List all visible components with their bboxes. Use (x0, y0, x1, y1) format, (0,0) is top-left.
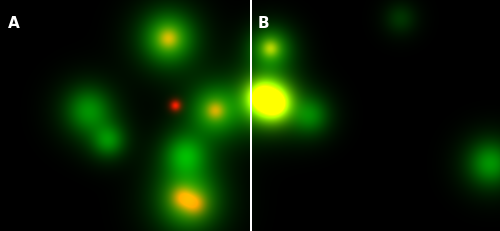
Text: B: B (258, 16, 270, 31)
Text: A: A (8, 16, 20, 31)
